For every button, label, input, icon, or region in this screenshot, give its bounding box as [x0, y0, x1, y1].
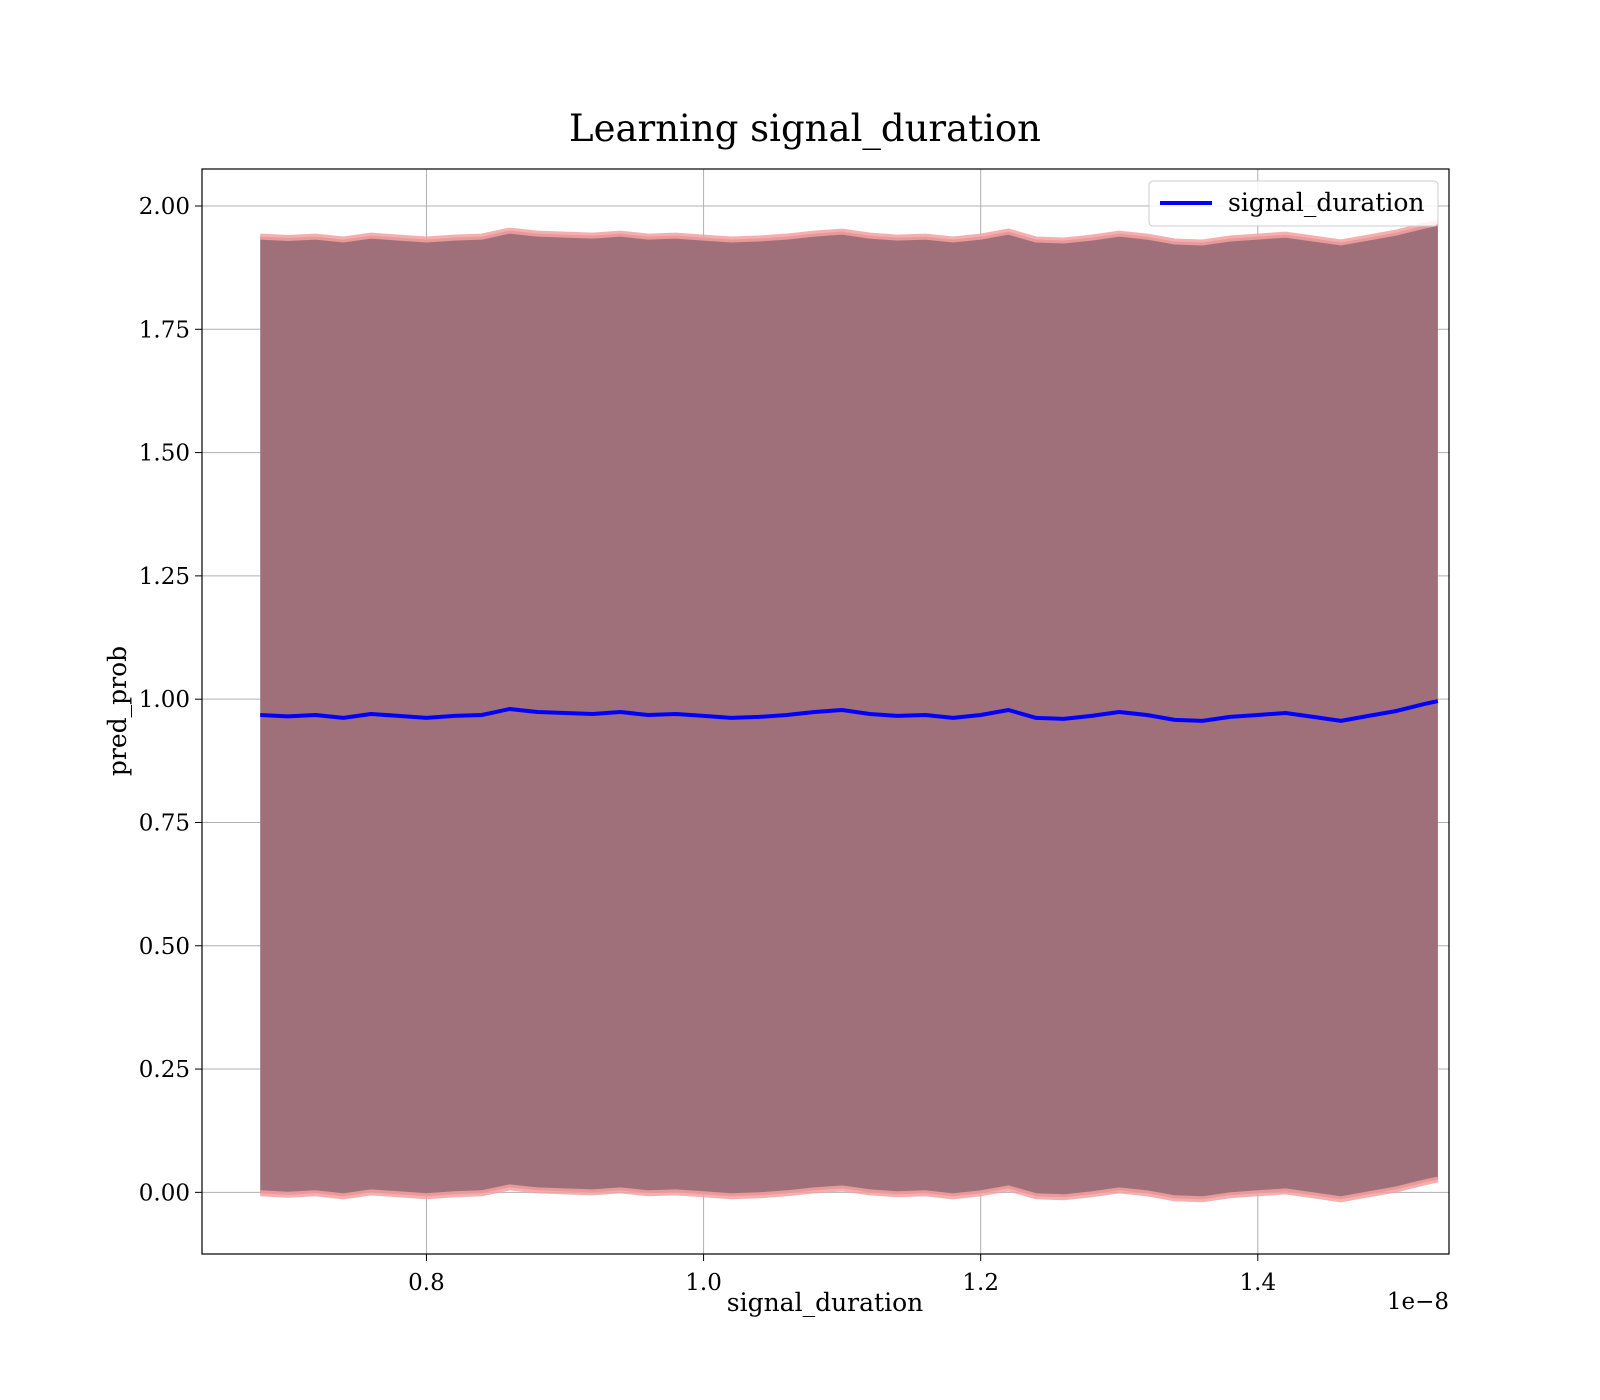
x-tick-label: 1.2	[962, 1270, 999, 1296]
y-tick-label: 1.50	[139, 441, 190, 467]
y-tick-label: 1.25	[139, 564, 190, 590]
x-axis-label: signal_duration	[727, 1288, 923, 1317]
plot-frame	[201, 168, 1450, 1255]
y-tick-label: 0.00	[139, 1180, 190, 1206]
x-tick-label: 0.8	[408, 1270, 445, 1296]
y-tick-label: 2.00	[139, 194, 190, 220]
y-tick-label: 0.50	[139, 934, 190, 960]
legend-label-signal-duration: signal_duration	[1228, 188, 1424, 217]
x-offset-label: 1e−8	[1387, 1289, 1449, 1315]
y-tick-label: 0.75	[139, 810, 190, 836]
series-lines	[260, 699, 1439, 723]
y-tick-label: 0.25	[139, 1057, 190, 1083]
y-tick-label: 1.75	[139, 317, 190, 343]
x-tick-label: 1.4	[1240, 1270, 1277, 1296]
band-upper-edge	[260, 219, 1439, 246]
series-line-signal-duration	[260, 699, 1439, 723]
legend-box	[1148, 180, 1439, 227]
x-ticks: 0.8 1.0 1.2 1.4	[408, 1254, 1276, 1296]
chart-title: Learning signal_duration	[569, 107, 1041, 151]
legend: signal_duration	[1148, 180, 1439, 227]
x-tick-label: 1.0	[685, 1270, 722, 1296]
band-lower-edge	[260, 1176, 1439, 1203]
y-tick-label: 1.00	[139, 687, 190, 713]
y-ticks: 0.00 0.25 0.50 0.75 1.00 1.25 1.50 1.75 2.00	[139, 194, 202, 1206]
y-axis-label: pred_prob	[103, 646, 132, 776]
